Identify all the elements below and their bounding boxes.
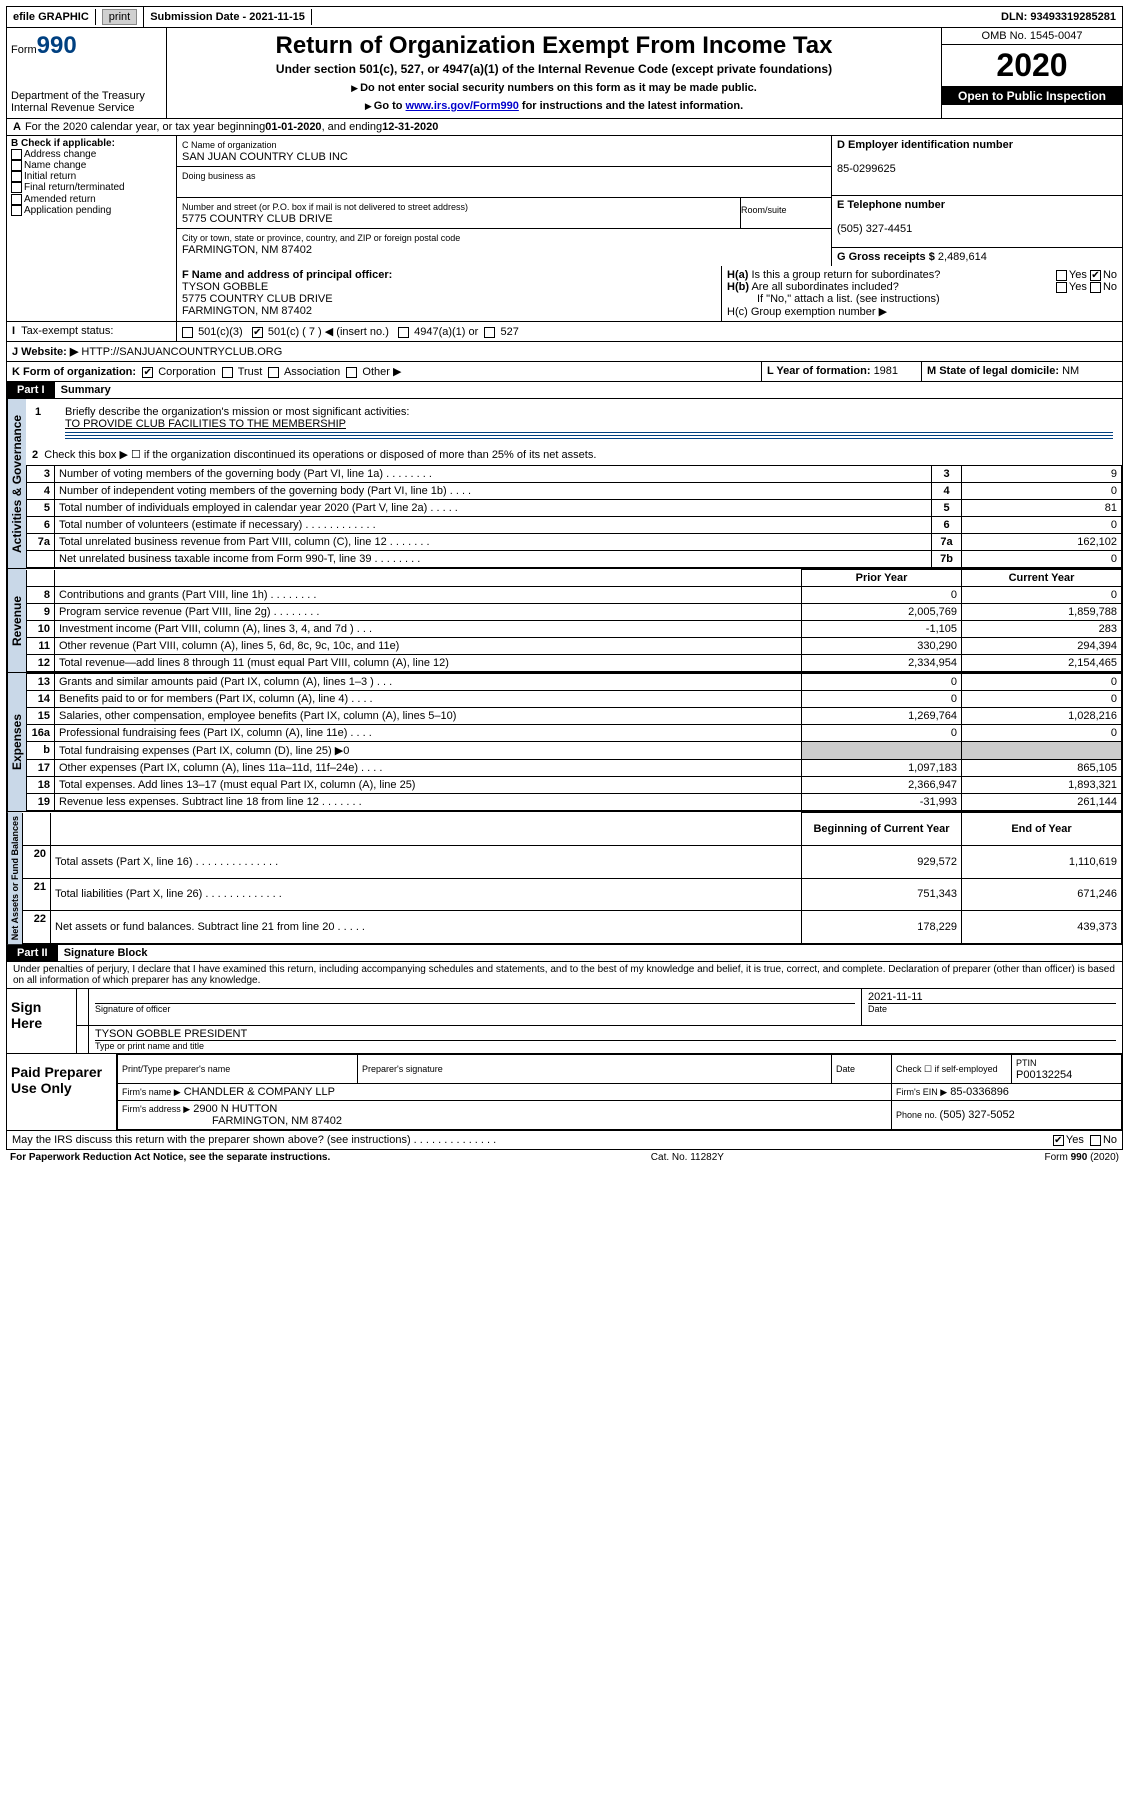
- website-link[interactable]: HTTP://SANJUANCOUNTRYCLUB.ORG: [81, 346, 282, 358]
- side-revenue: Revenue: [7, 569, 26, 672]
- part2-label: Part II: [7, 945, 58, 961]
- checkbox-amended[interactable]: [11, 194, 22, 205]
- side-netassets: Net Assets or Fund Balances: [7, 812, 22, 944]
- side-governance: Activities & Governance: [7, 399, 26, 568]
- topbar: efile GRAPHIC print Submission Date - 20…: [6, 6, 1123, 28]
- instructions-link[interactable]: www.irs.gov/Form990: [406, 100, 519, 112]
- expenses-table: 13Grants and similar amounts paid (Part …: [26, 673, 1122, 811]
- dln-cell: DLN: 93493319285281: [995, 9, 1122, 25]
- print-cell: print: [96, 7, 144, 27]
- tax-year: 2020: [942, 45, 1122, 87]
- info-grid: B Check if applicable: Address change Na…: [6, 136, 1123, 266]
- gross-receipts: 2,489,614: [938, 251, 987, 263]
- checkbox-corp[interactable]: [142, 367, 153, 378]
- open-inspection: Open to Public Inspection: [942, 87, 1122, 105]
- line-a: AFor the 2020 calendar year, or tax year…: [6, 119, 1123, 136]
- ein: 85-0299625: [837, 163, 896, 175]
- checkbox-initial[interactable]: [11, 171, 22, 182]
- checkbox-name[interactable]: [11, 160, 22, 171]
- org-name: SAN JUAN COUNTRY CLUB INC: [182, 151, 348, 163]
- governance-table: 3Number of voting members of the governi…: [26, 465, 1122, 568]
- netassets-table: Beginning of Current YearEnd of Year20To…: [22, 812, 1122, 944]
- omb-number: OMB No. 1545-0047: [942, 28, 1122, 45]
- page-footer: For Paperwork Reduction Act Notice, see …: [6, 1150, 1123, 1165]
- mission: TO PROVIDE CLUB FACILITIES TO THE MEMBER…: [65, 418, 346, 430]
- dept-label: Department of the Treasury Internal Reve…: [11, 90, 162, 114]
- checkbox-501c7[interactable]: [252, 327, 263, 338]
- form-header: Form990 Department of the Treasury Inter…: [6, 28, 1123, 119]
- checkbox-address[interactable]: [11, 149, 22, 160]
- perjury-text: Under penalties of perjury, I declare th…: [6, 962, 1123, 989]
- submission-cell: Submission Date - 2021-11-15: [144, 9, 312, 25]
- part1-label: Part I: [7, 382, 55, 398]
- phone: (505) 327-4451: [837, 223, 912, 235]
- form-number: 990: [37, 32, 77, 59]
- form-title: Return of Organization Exempt From Incom…: [171, 32, 937, 60]
- efile-label: efile GRAPHIC: [7, 9, 96, 25]
- revenue-table: Prior YearCurrent Year8Contributions and…: [26, 569, 1122, 672]
- checkbox-pending[interactable]: [11, 205, 22, 216]
- side-expenses: Expenses: [7, 673, 26, 811]
- checkbox-ha-no[interactable]: [1090, 270, 1101, 281]
- print-button[interactable]: print: [102, 9, 137, 25]
- checkbox-final[interactable]: [11, 182, 22, 193]
- section-b: B Check if applicable: Address change Na…: [7, 136, 177, 266]
- checkbox-discuss-yes[interactable]: [1053, 1135, 1064, 1146]
